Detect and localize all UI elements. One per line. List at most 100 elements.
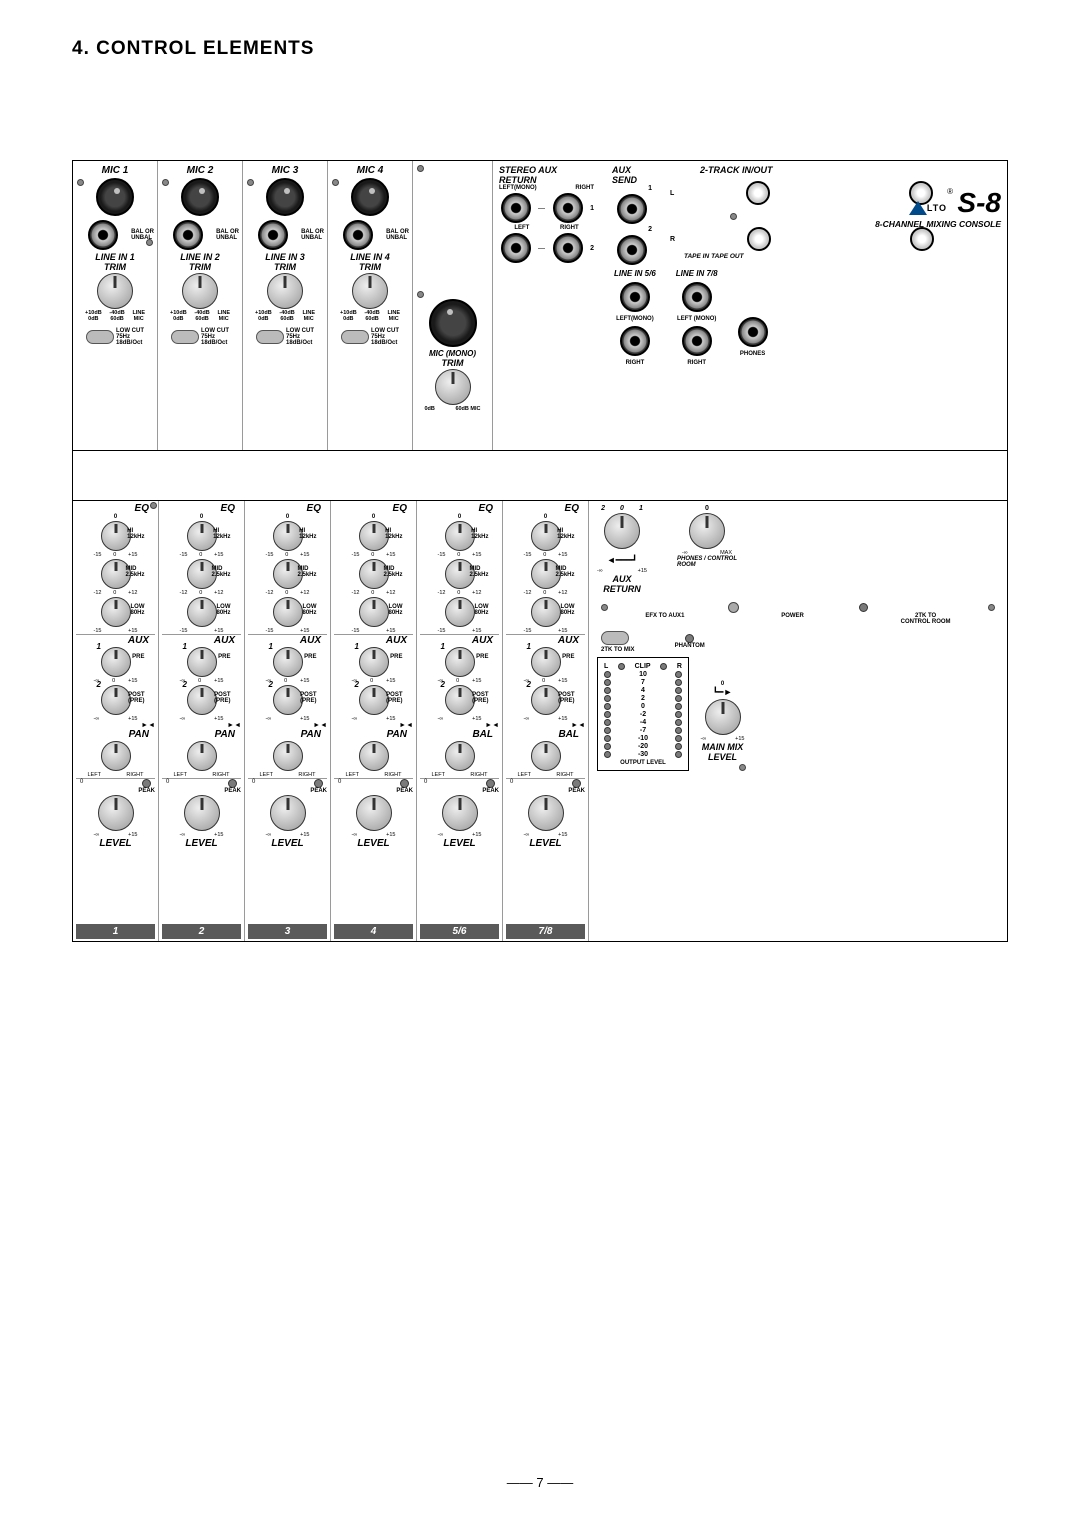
phones-ctrl-knob bbox=[689, 513, 725, 549]
phones-label: PHONES bbox=[740, 351, 765, 357]
aux-return-2-r-jack bbox=[553, 233, 583, 263]
trim-label: TRIM bbox=[76, 262, 154, 272]
mono-input-3: MIC 3 BAL OR UNBAL LINE IN 3 TRIM +10dB … bbox=[243, 161, 328, 450]
aux-send-1-jack bbox=[617, 194, 647, 224]
mixing-console-diagram: MIC 1 BAL OR UNBAL LINE IN 1 TRIM +10dB … bbox=[72, 160, 1008, 942]
level-label: LEVEL bbox=[76, 838, 155, 849]
eq-hi-knob bbox=[101, 521, 131, 551]
main-mix-knob bbox=[705, 699, 741, 735]
line-56-l-jack bbox=[620, 282, 650, 312]
aux-1-knob bbox=[101, 647, 131, 677]
meter-led bbox=[604, 727, 611, 734]
eq-low-knob bbox=[101, 597, 131, 627]
aux-return-knob bbox=[604, 513, 640, 549]
aux-return-2-l-jack bbox=[501, 233, 531, 263]
meter-led bbox=[604, 735, 611, 742]
aux-return-1-r-jack bbox=[553, 193, 583, 223]
efx-to-aux1-button bbox=[728, 602, 739, 613]
meter-led bbox=[675, 711, 682, 718]
power-led bbox=[859, 603, 868, 612]
channel-strip-4: EQ 0 HI12kHz -150+15 MID2.5kHz -120+12 L… bbox=[331, 501, 417, 941]
meter-led bbox=[604, 703, 611, 710]
2tk-mix-button bbox=[601, 631, 629, 645]
meter-led bbox=[675, 743, 682, 750]
main-mix-label: MAIN MIX LEVEL bbox=[702, 742, 744, 762]
section-title: 4. CONTROL ELEMENTS bbox=[72, 38, 1008, 60]
efx-label: EFX TO AUX1 bbox=[645, 613, 684, 625]
meter-led bbox=[675, 719, 682, 726]
channel-strip-2: EQ 0 HI12kHz -150+15 MID2.5kHz -120+12 L… bbox=[159, 501, 245, 941]
peak-led bbox=[142, 779, 151, 788]
meter-led bbox=[604, 751, 611, 758]
tape-in-l-jack bbox=[746, 181, 770, 205]
phantom-label: PHANTOM bbox=[675, 643, 705, 649]
meter-led bbox=[675, 703, 682, 710]
xlr-jack bbox=[429, 299, 477, 347]
mono-input-4: MIC 4 BAL OR UNBAL LINE IN 4 TRIM +10dB … bbox=[328, 161, 413, 450]
line-in-label: LINE IN 1 bbox=[76, 252, 154, 262]
mic-label: MIC 1 bbox=[76, 165, 154, 176]
channel-strip-3: EQ 0 HI12kHz -150+15 MID2.5kHz -120+12 L… bbox=[245, 501, 331, 941]
brand-logo: LTO® S-8 8-CHANNEL MIXING CONSOLE bbox=[875, 187, 1001, 229]
power-label: POWER bbox=[781, 613, 804, 625]
phantom-led bbox=[685, 634, 694, 643]
line-78-l-jack bbox=[682, 282, 712, 312]
aux-2-knob bbox=[101, 685, 131, 715]
mute-icon: ►◄ bbox=[76, 722, 155, 729]
master-io-panel: STEREO AUX RETURN LEFT(MONO)RIGHT —1 LEF… bbox=[493, 161, 1007, 450]
page-number: 7 bbox=[0, 1475, 1080, 1490]
line-in-78-label: LINE IN 7/8 bbox=[676, 269, 718, 278]
peak-label: PEAK bbox=[76, 788, 155, 794]
aux-return-label: AUX RETURN bbox=[603, 574, 641, 594]
two-track-label: 2-TRACK IN/OUT bbox=[670, 165, 1001, 175]
lowcut-label: LOW CUT 75Hz 18dB/Oct bbox=[116, 328, 144, 346]
meter-led bbox=[604, 719, 611, 726]
output-level-label: OUTPUT LEVEL bbox=[604, 760, 682, 766]
level-knob bbox=[98, 795, 134, 831]
meter-led bbox=[675, 751, 682, 758]
meter-led bbox=[675, 679, 682, 686]
pan-label: PAN bbox=[76, 729, 155, 740]
line-in-56-label: LINE IN 5/6 bbox=[614, 269, 656, 278]
meter-led bbox=[604, 679, 611, 686]
eq-label: EQ bbox=[76, 503, 155, 514]
tape-in-r-jack bbox=[747, 227, 771, 251]
trim-knob bbox=[97, 273, 133, 309]
xlr-jack bbox=[96, 178, 134, 216]
aux-send-2-jack bbox=[617, 235, 647, 265]
lowcut-button bbox=[86, 330, 114, 344]
channel-number: 1 bbox=[76, 924, 155, 939]
aux-send-label: AUX SEND bbox=[612, 165, 652, 185]
panel-divider bbox=[73, 451, 1007, 501]
phones-ctrl-label: PHONES / CONTROL ROOM bbox=[677, 556, 737, 568]
top-io-panel: MIC 1 BAL OR UNBAL LINE IN 1 TRIM +10dB … bbox=[73, 161, 1007, 451]
screw-icon bbox=[77, 179, 84, 186]
meter-led bbox=[675, 695, 682, 702]
model-name: S-8 bbox=[957, 187, 1001, 218]
channel-strip-78: EQ 0 HI12kHz -150+15 MID2.5kHz -120+12 L… bbox=[503, 501, 589, 941]
trim-knob bbox=[435, 369, 471, 405]
phones-jack bbox=[738, 317, 768, 347]
master-section: 201 ◄━━━┛ -∞+15 AUX RETURN 0 -∞MAX PHONE… bbox=[589, 501, 1007, 941]
line-56-r-jack bbox=[620, 326, 650, 356]
mono-input-1: MIC 1 BAL OR UNBAL LINE IN 1 TRIM +10dB … bbox=[73, 161, 158, 450]
line-jack bbox=[88, 220, 118, 250]
meter-led bbox=[604, 743, 611, 750]
model-subtitle: 8-CHANNEL MIXING CONSOLE bbox=[875, 219, 1001, 229]
stereo-input-top: MIC (MONO) TRIM 0dB60dB MIC bbox=[413, 161, 493, 450]
trim-label: TRIM bbox=[415, 358, 490, 368]
pan-knob bbox=[101, 741, 131, 771]
line-78-r-jack bbox=[682, 326, 712, 356]
bottom-control-panel: EQ 0 HI12kHz -150+15 MID2.5kHz -120+12 L… bbox=[73, 501, 1007, 941]
meter-led bbox=[675, 687, 682, 694]
logo-triangle-icon bbox=[909, 201, 927, 215]
aux-label: AUX bbox=[76, 634, 155, 646]
channel-strip-56: EQ 0 HI12kHz -150+15 MID2.5kHz -120+12 L… bbox=[417, 501, 503, 941]
meter-led bbox=[604, 671, 611, 678]
meter-led bbox=[604, 711, 611, 718]
meter-led bbox=[675, 671, 682, 678]
meter-led bbox=[675, 735, 682, 742]
aux-return-1-l-jack bbox=[501, 193, 531, 223]
bal-label: BAL bbox=[420, 729, 499, 740]
meter-led bbox=[675, 727, 682, 734]
